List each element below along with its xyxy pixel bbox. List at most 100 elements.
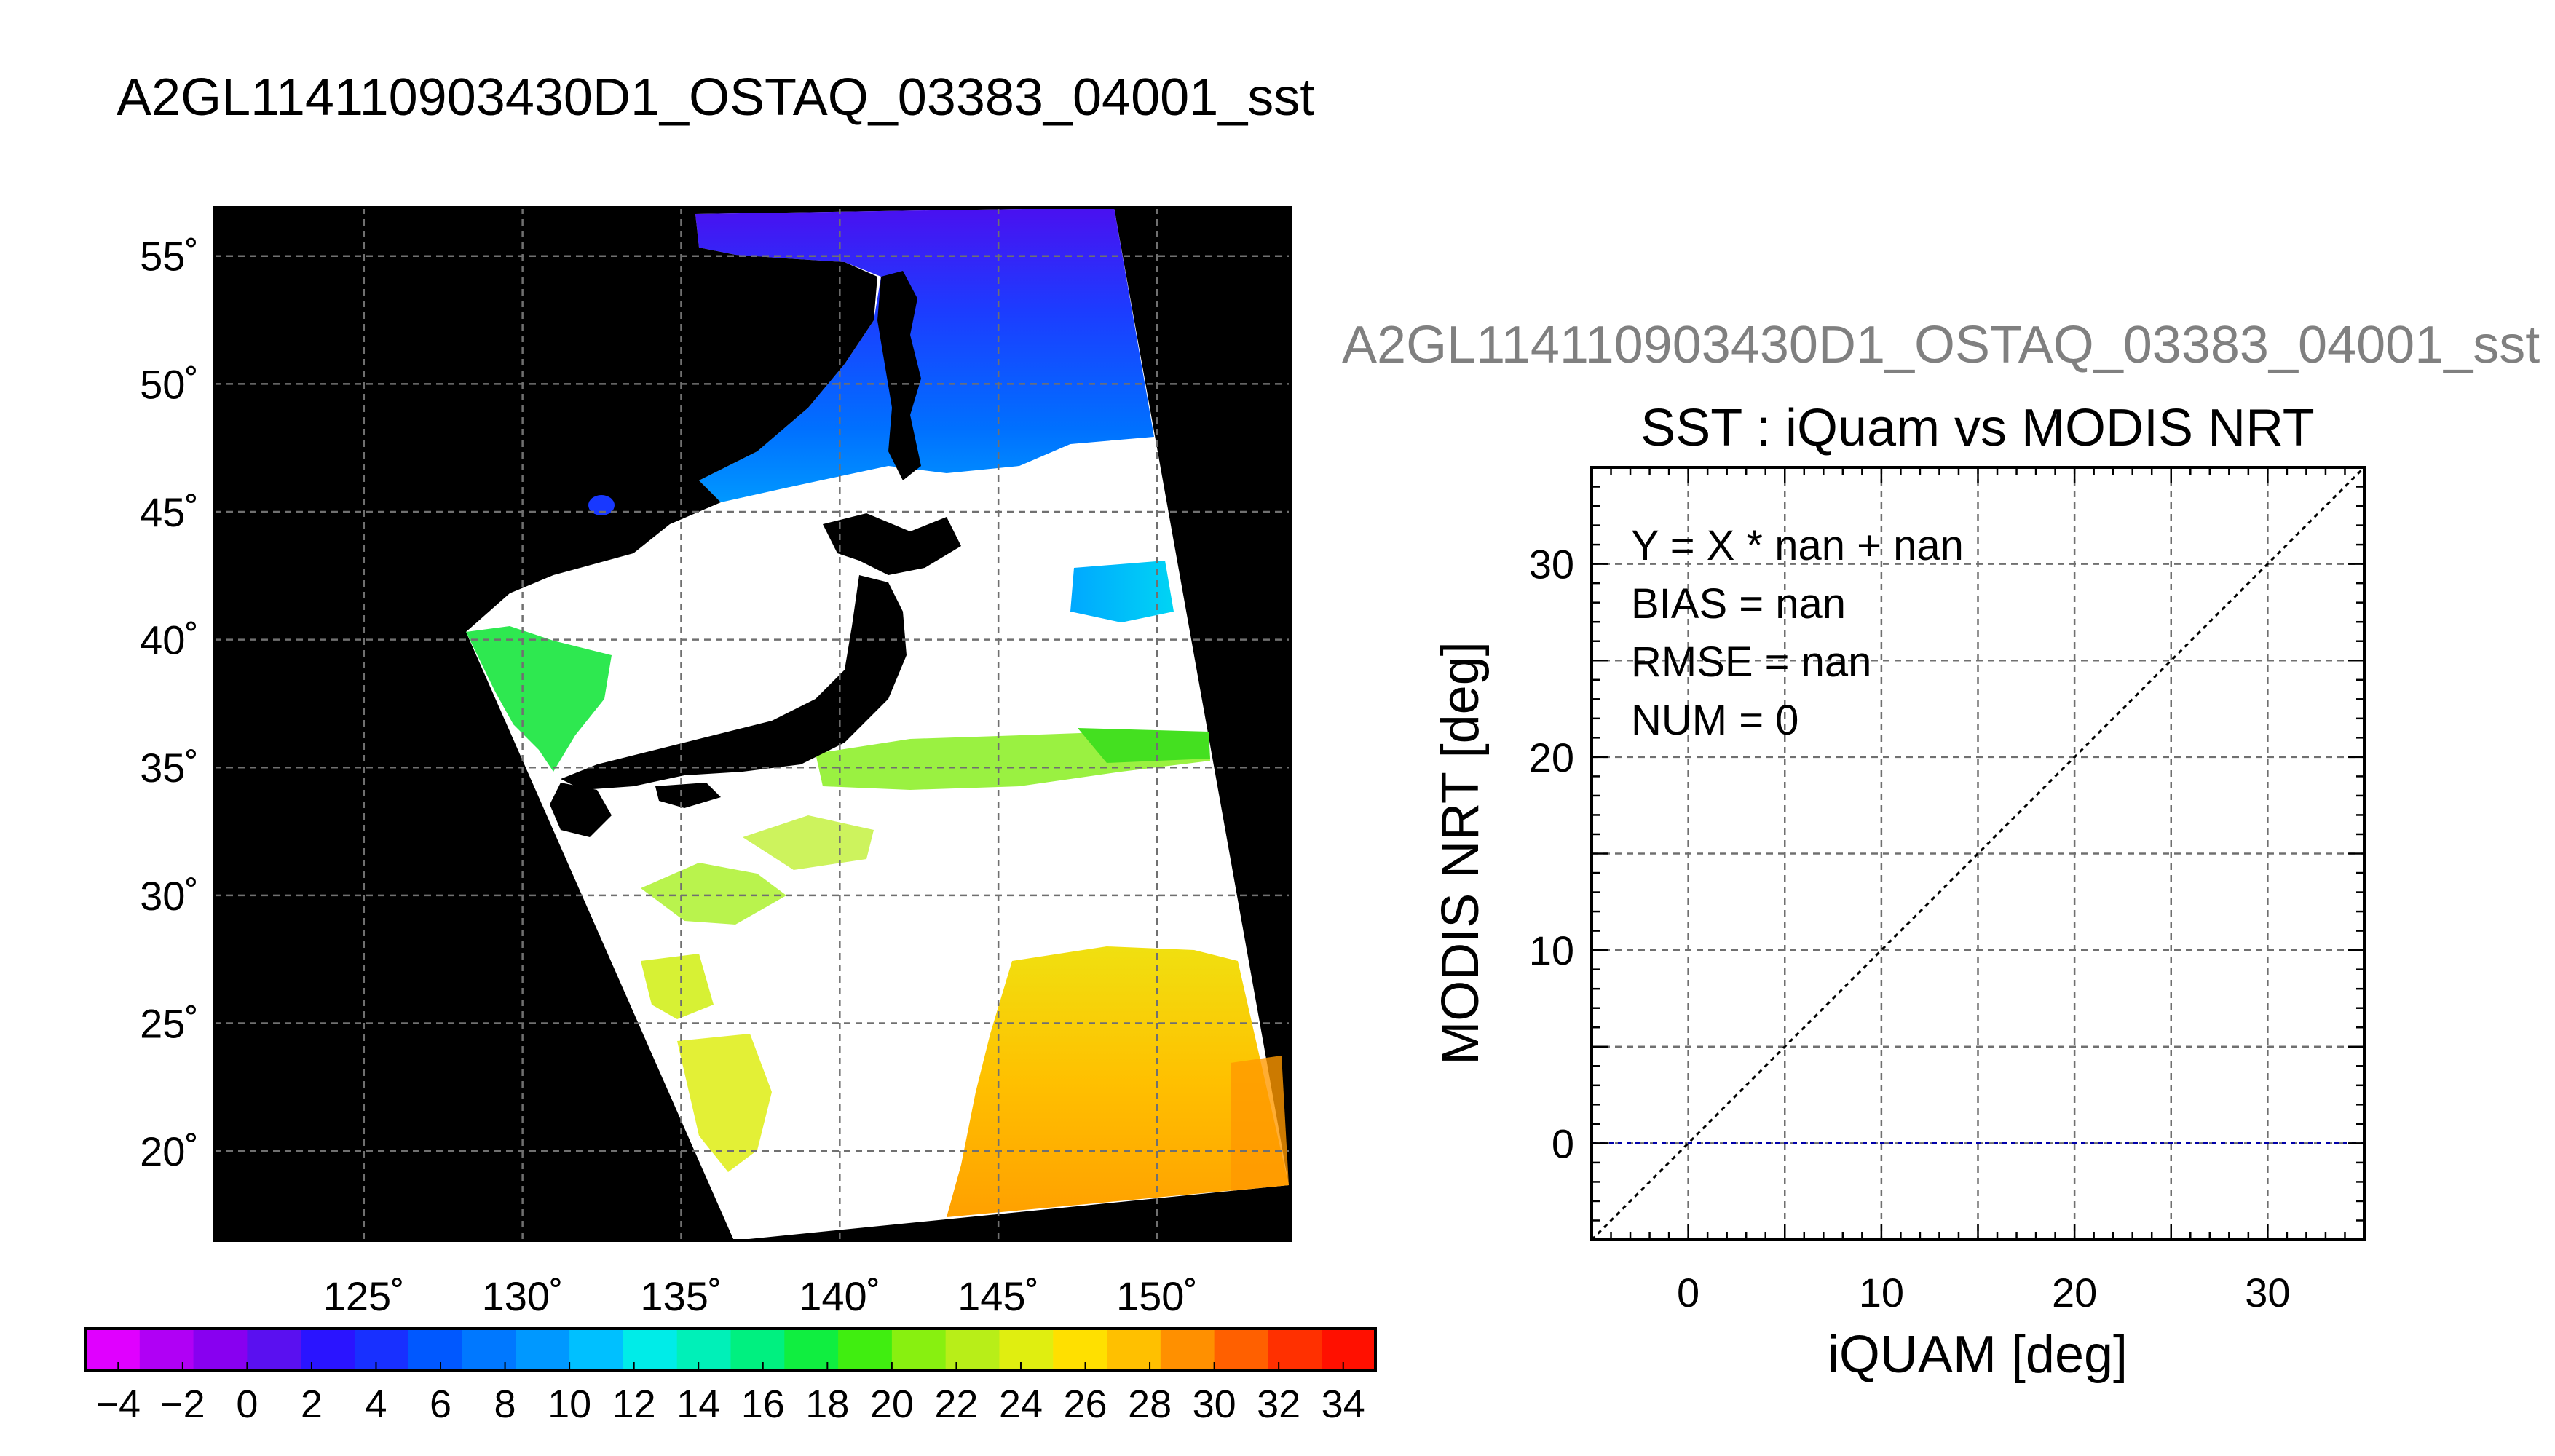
map-y-tick-label: 30˚ — [140, 873, 199, 919]
colorbar-segment — [139, 1329, 194, 1371]
colorbar-label: 0 — [236, 1382, 258, 1426]
scatter-annotation: BIAS = nan — [1631, 580, 1846, 628]
sst-region-band-strong — [1078, 728, 1210, 763]
scatter-annotation: RMSE = nan — [1631, 638, 1871, 686]
colorbar-label: 20 — [870, 1382, 914, 1426]
colorbar-labels: −4 −2 0 2 4 6 8 10 12 14 16 18 20 22 24 26 28 30 32 34 — [95, 1362, 1365, 1426]
colorbar-label: 18 — [805, 1382, 849, 1426]
map-x-tick-label: 125˚ — [323, 1273, 405, 1319]
colorbar-label: 12 — [612, 1382, 656, 1426]
scatter-x-tick-labels: 0 10 20 30 — [1677, 1270, 2290, 1315]
sst-region-west — [466, 626, 612, 772]
colorbar-segment — [1214, 1329, 1269, 1371]
colorbar-segment — [730, 1329, 785, 1371]
scatter-x-tick-label: 20 — [2052, 1270, 2097, 1315]
scatter-x-tick-label: 0 — [1677, 1270, 1699, 1315]
scatter-y-tick-label: 10 — [1529, 927, 1574, 973]
map-y-tick-label: 55˚ — [140, 234, 199, 280]
map-grid — [215, 207, 1290, 1241]
scatter-annotation: NUM = 0 — [1631, 697, 1798, 744]
sst-region-patch-c — [641, 954, 714, 1019]
sst-region-north — [695, 207, 1154, 502]
scatter-y-tick-label: 0 — [1552, 1120, 1574, 1166]
colorbar-segment — [86, 1329, 141, 1371]
scatter-x-tick-label: 10 — [1859, 1270, 1904, 1315]
map-x-tick-label: 135˚ — [640, 1273, 722, 1319]
colorbar-segment — [1322, 1329, 1376, 1371]
scatter-xlabel: iQUAM [deg] — [1828, 1326, 2128, 1384]
land-continent — [215, 207, 877, 632]
colorbar-label: 14 — [676, 1382, 720, 1426]
scatter-x-tick-label: 30 — [2245, 1270, 2290, 1315]
map-frame — [213, 206, 1292, 1242]
colorbar-frame — [84, 1327, 1377, 1372]
colorbar-segment — [838, 1329, 893, 1371]
sst-region-southwest — [677, 1034, 772, 1172]
colorbar-label: 30 — [1193, 1382, 1236, 1426]
colorbar-segment — [408, 1329, 463, 1371]
land-hokkaido — [823, 513, 961, 575]
colorbar-segment — [1160, 1329, 1215, 1371]
colorbar-label: 28 — [1128, 1382, 1172, 1426]
map-x-tick-label: 140˚ — [799, 1273, 880, 1319]
scatter-y-tick-label: 20 — [1529, 735, 1574, 780]
main-title: A2GL114110903430D1_OSTAQ_03383_04001_sst — [117, 68, 1314, 127]
colorbar-segment — [1107, 1329, 1161, 1371]
colorbar-segment — [623, 1329, 678, 1371]
sst-region-south — [947, 946, 1289, 1217]
colorbar-segment — [301, 1329, 355, 1371]
colorbar-label: 10 — [548, 1382, 591, 1426]
sst-region-south-lowlat — [1231, 1056, 1289, 1191]
scatter-title: A2GL114110903430D1_OSTAQ_03383_04001_sst — [1342, 316, 2540, 374]
sst-region-patch-b — [743, 815, 874, 870]
colorbar — [84, 1327, 1377, 1372]
colorbar-label: 6 — [430, 1382, 451, 1426]
map-y-tick-label: 25˚ — [140, 1000, 199, 1046]
map-y-tick-label: 45˚ — [140, 489, 199, 535]
colorbar-label: 16 — [741, 1382, 785, 1426]
colorbar-segment — [193, 1329, 248, 1371]
identity-line — [1592, 467, 2364, 1240]
colorbar-label: 26 — [1063, 1382, 1107, 1426]
scatter-subtitle: SST : iQuam vs MODIS NRT — [1640, 399, 2315, 457]
colorbar-segment — [1053, 1329, 1107, 1371]
colorbar-segment — [1268, 1329, 1322, 1371]
map-x-tick-labels: 125˚ 130˚ 135˚ 140˚ 145˚ 150˚ — [323, 1273, 1198, 1319]
colorbar-label: 22 — [934, 1382, 978, 1426]
sst-region-patch-a — [641, 863, 786, 925]
colorbar-label: 34 — [1322, 1382, 1365, 1426]
map-x-tick-label: 150˚ — [1116, 1273, 1198, 1319]
colorbar-segment — [516, 1329, 570, 1371]
colorbar-label: −2 — [160, 1382, 205, 1426]
map-y-tick-label: 20˚ — [140, 1128, 199, 1174]
colorbar-segment — [999, 1329, 1054, 1371]
land-kyushu — [550, 783, 612, 837]
scatter-y-tick-labels: 0 10 20 30 — [1529, 542, 1574, 1167]
sst-region-east — [1070, 561, 1174, 622]
map-y-tick-label: 50˚ — [140, 361, 199, 407]
colorbar-segment — [676, 1329, 732, 1371]
scatter-annotations: Y = X * nan + nan BIAS = nan RMSE = nan NUM… — [1631, 522, 1964, 744]
map-x-tick-label: 145˚ — [957, 1273, 1039, 1319]
colorbar-segment — [784, 1329, 839, 1371]
colorbar-label: −4 — [95, 1382, 141, 1426]
colorbar-label: 32 — [1257, 1382, 1300, 1426]
scatter-panel: A2GL114110903430D1_OSTAQ_03383_04001_sst… — [1342, 316, 2540, 1384]
scatter-grid — [1592, 467, 2364, 1240]
land-honshu — [561, 575, 907, 790]
colorbar-segment — [891, 1329, 947, 1371]
colorbar-label: 24 — [999, 1382, 1043, 1426]
land-shikoku — [655, 783, 721, 808]
colorbar-label: 4 — [365, 1382, 387, 1426]
colorbar-segment — [945, 1329, 1000, 1371]
colorbar-segment — [462, 1329, 516, 1371]
colorbar-label: 8 — [494, 1382, 516, 1426]
colorbar-segment — [354, 1329, 409, 1371]
colorbar-label: 2 — [301, 1382, 323, 1426]
map-y-tick-labels: 20˚ 25˚ 30˚ 35˚ 40˚ 45˚ 50˚ 55˚ — [140, 234, 199, 1174]
map-y-tick-label: 35˚ — [140, 745, 199, 791]
scatter-ylabel: MODIS NRT [deg] — [1431, 641, 1490, 1065]
scatter-y-tick-label: 30 — [1529, 542, 1574, 587]
colorbar-segment — [569, 1329, 624, 1371]
